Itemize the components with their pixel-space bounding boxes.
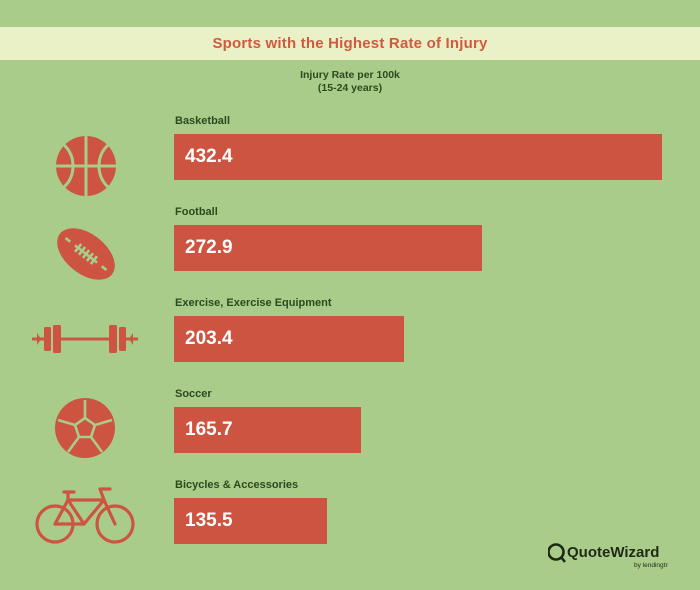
category-label: Bicycles & Accessories bbox=[175, 479, 299, 491]
bar: 432.4 bbox=[174, 134, 662, 180]
bar-value-label: 432.4 bbox=[185, 146, 233, 167]
category-label: Exercise, Exercise Equipment bbox=[175, 297, 332, 309]
bar-value-label: 203.4 bbox=[185, 328, 233, 349]
svg-text:QuoteWizard: QuoteWizard bbox=[567, 544, 659, 561]
title-band: Sports with the Highest Rate of Injury bbox=[0, 27, 700, 60]
basketball-icon bbox=[56, 136, 116, 196]
bar: 203.4 bbox=[174, 316, 404, 362]
quotewizard-logo: QuoteWizard by lendingtree bbox=[548, 543, 668, 569]
bar: 165.7 bbox=[174, 407, 361, 453]
dumbbell-icon bbox=[32, 325, 138, 353]
svg-text:by lendingtree: by lendingtree bbox=[634, 562, 668, 569]
bicycle-icon bbox=[35, 487, 135, 544]
bar-value-label: 272.9 bbox=[185, 237, 233, 258]
bar: 135.5 bbox=[174, 498, 327, 544]
chart-title: Sports with the Highest Rate of Injury bbox=[212, 35, 488, 52]
chart-subtitle-line1: Injury Rate per 100k bbox=[300, 69, 400, 81]
football-icon bbox=[57, 228, 115, 280]
soccer-ball-icon bbox=[55, 398, 115, 458]
category-label: Basketball bbox=[175, 115, 231, 127]
category-label: Soccer bbox=[175, 388, 212, 400]
bar: 272.9 bbox=[174, 225, 482, 271]
category-label: Football bbox=[175, 206, 218, 218]
bar-value-label: 135.5 bbox=[185, 510, 233, 531]
bar-value-label: 165.7 bbox=[185, 419, 233, 440]
chart-subtitle-line2: (15-24 years) bbox=[317, 82, 383, 94]
